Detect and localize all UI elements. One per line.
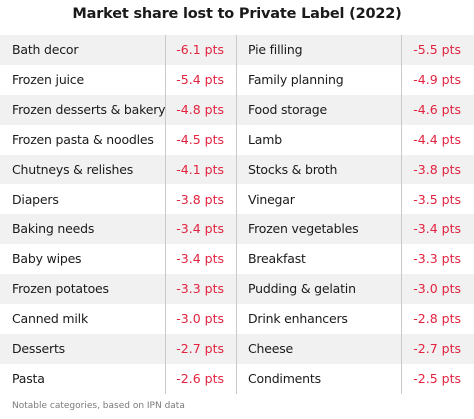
category-name: Pasta — [12, 370, 45, 386]
share-loss-value: -3.5 pts — [413, 191, 461, 207]
share-loss-value: -4.5 pts — [176, 131, 224, 147]
share-loss-value: -3.8 pts — [176, 191, 224, 207]
table-row: Baking needs -3.4 pts Frozen vegetables -3.… — [0, 214, 474, 245]
share-loss-value: -4.8 pts — [176, 101, 224, 117]
share-loss-value: -4.6 pts — [413, 101, 461, 117]
table-row: Canned milk -3.0 pts Drink enhancers -2.8 p… — [0, 304, 474, 334]
category-name: Family planning — [248, 71, 344, 87]
share-loss-value: -6.1 pts — [176, 42, 224, 57]
table-row: Bath decor -6.1 pts Pie filling -5.5 pts — [0, 35, 474, 65]
share-loss-value: -3.4 pts — [413, 221, 461, 237]
category-name: Drink enhancers — [248, 311, 348, 327]
share-loss-value: -3.3 pts — [413, 251, 461, 267]
share-loss-value: -2.7 pts — [413, 341, 461, 356]
category-name: Breakfast — [248, 251, 306, 267]
share-loss-value: -5.5 pts — [413, 42, 461, 57]
table-row: Frozen desserts & bakery -4.8 pts Food sto… — [0, 94, 474, 125]
category-name: Lamb — [248, 131, 282, 147]
category-name: Frozen juice — [12, 71, 84, 87]
share-loss-value: -2.6 pts — [176, 370, 224, 386]
category-name: Bath decor — [12, 42, 79, 57]
category-name: Condiments — [248, 370, 321, 386]
category-name: Baking needs — [12, 221, 95, 237]
share-loss-value: -3.4 pts — [176, 221, 224, 237]
share-loss-value: -2.5 pts — [413, 370, 461, 386]
category-name: Canned milk — [12, 311, 88, 327]
chart-title: Market share lost to Private Label (2022… — [72, 6, 402, 22]
category-name: Cheese — [248, 341, 294, 356]
share-loss-value: -2.7 pts — [176, 341, 224, 356]
table-row: Frozen potatoes -3.3 pts Pudding & gelatin… — [0, 274, 474, 305]
table-row: Frozen juice -5.4 pts Family planning -4.9 … — [0, 65, 474, 95]
category-name: Vinegar — [248, 191, 295, 207]
column-divider-left — [165, 35, 166, 394]
table-row: Baby wipes -3.4 pts Breakfast -3.3 pts — [0, 244, 474, 274]
share-loss-value: -5.4 pts — [176, 71, 224, 87]
table-row: Chutneys & relishes -4.1 pts Stocks & brot… — [0, 154, 474, 185]
table-row: Pasta -2.6 pts Condiments -2.5 pts — [0, 364, 474, 394]
column-divider-right — [401, 35, 402, 394]
share-loss-value: -3.3 pts — [176, 281, 224, 297]
category-name: Frozen vegetables — [248, 221, 359, 237]
category-name: Diapers — [12, 191, 59, 207]
share-loss-value: -4.9 pts — [413, 71, 461, 87]
table-row: Diapers -3.8 pts Vinegar -3.5 pts — [0, 185, 474, 215]
category-name: Frozen potatoes — [12, 281, 109, 297]
category-name: Frozen desserts & bakery — [12, 101, 166, 117]
category-name: Desserts — [12, 341, 65, 356]
category-name: Pie filling — [248, 42, 303, 57]
share-loss-value: -2.8 pts — [413, 311, 461, 327]
share-loss-table: Bath decor -6.1 pts Pie filling -5.5 pts Fro… — [0, 35, 474, 394]
share-loss-value: -3.4 pts — [176, 251, 224, 267]
category-name: Baby wipes — [12, 251, 82, 267]
category-name: Food storage — [248, 101, 328, 117]
category-name: Stocks & broth — [248, 161, 338, 177]
share-loss-value: -3.0 pts — [413, 281, 461, 297]
category-name: Pudding & gelatin — [248, 281, 356, 297]
category-name: Chutneys & relishes — [12, 161, 134, 177]
share-loss-value: -4.4 pts — [413, 131, 461, 147]
table-row: Desserts -2.7 pts Cheese -2.7 pts — [0, 334, 474, 364]
column-divider-middle — [236, 35, 237, 394]
share-loss-value: -3.8 pts — [413, 161, 461, 177]
share-loss-value: -3.0 pts — [176, 311, 224, 327]
footnote: Notable categories, based on IPN data — [12, 401, 185, 411]
table-row: Frozen pasta & noodles -4.5 pts Lamb -4.4 p… — [0, 125, 474, 155]
share-loss-value: -4.1 pts — [176, 161, 224, 177]
category-name: Frozen pasta & noodles — [12, 131, 154, 147]
